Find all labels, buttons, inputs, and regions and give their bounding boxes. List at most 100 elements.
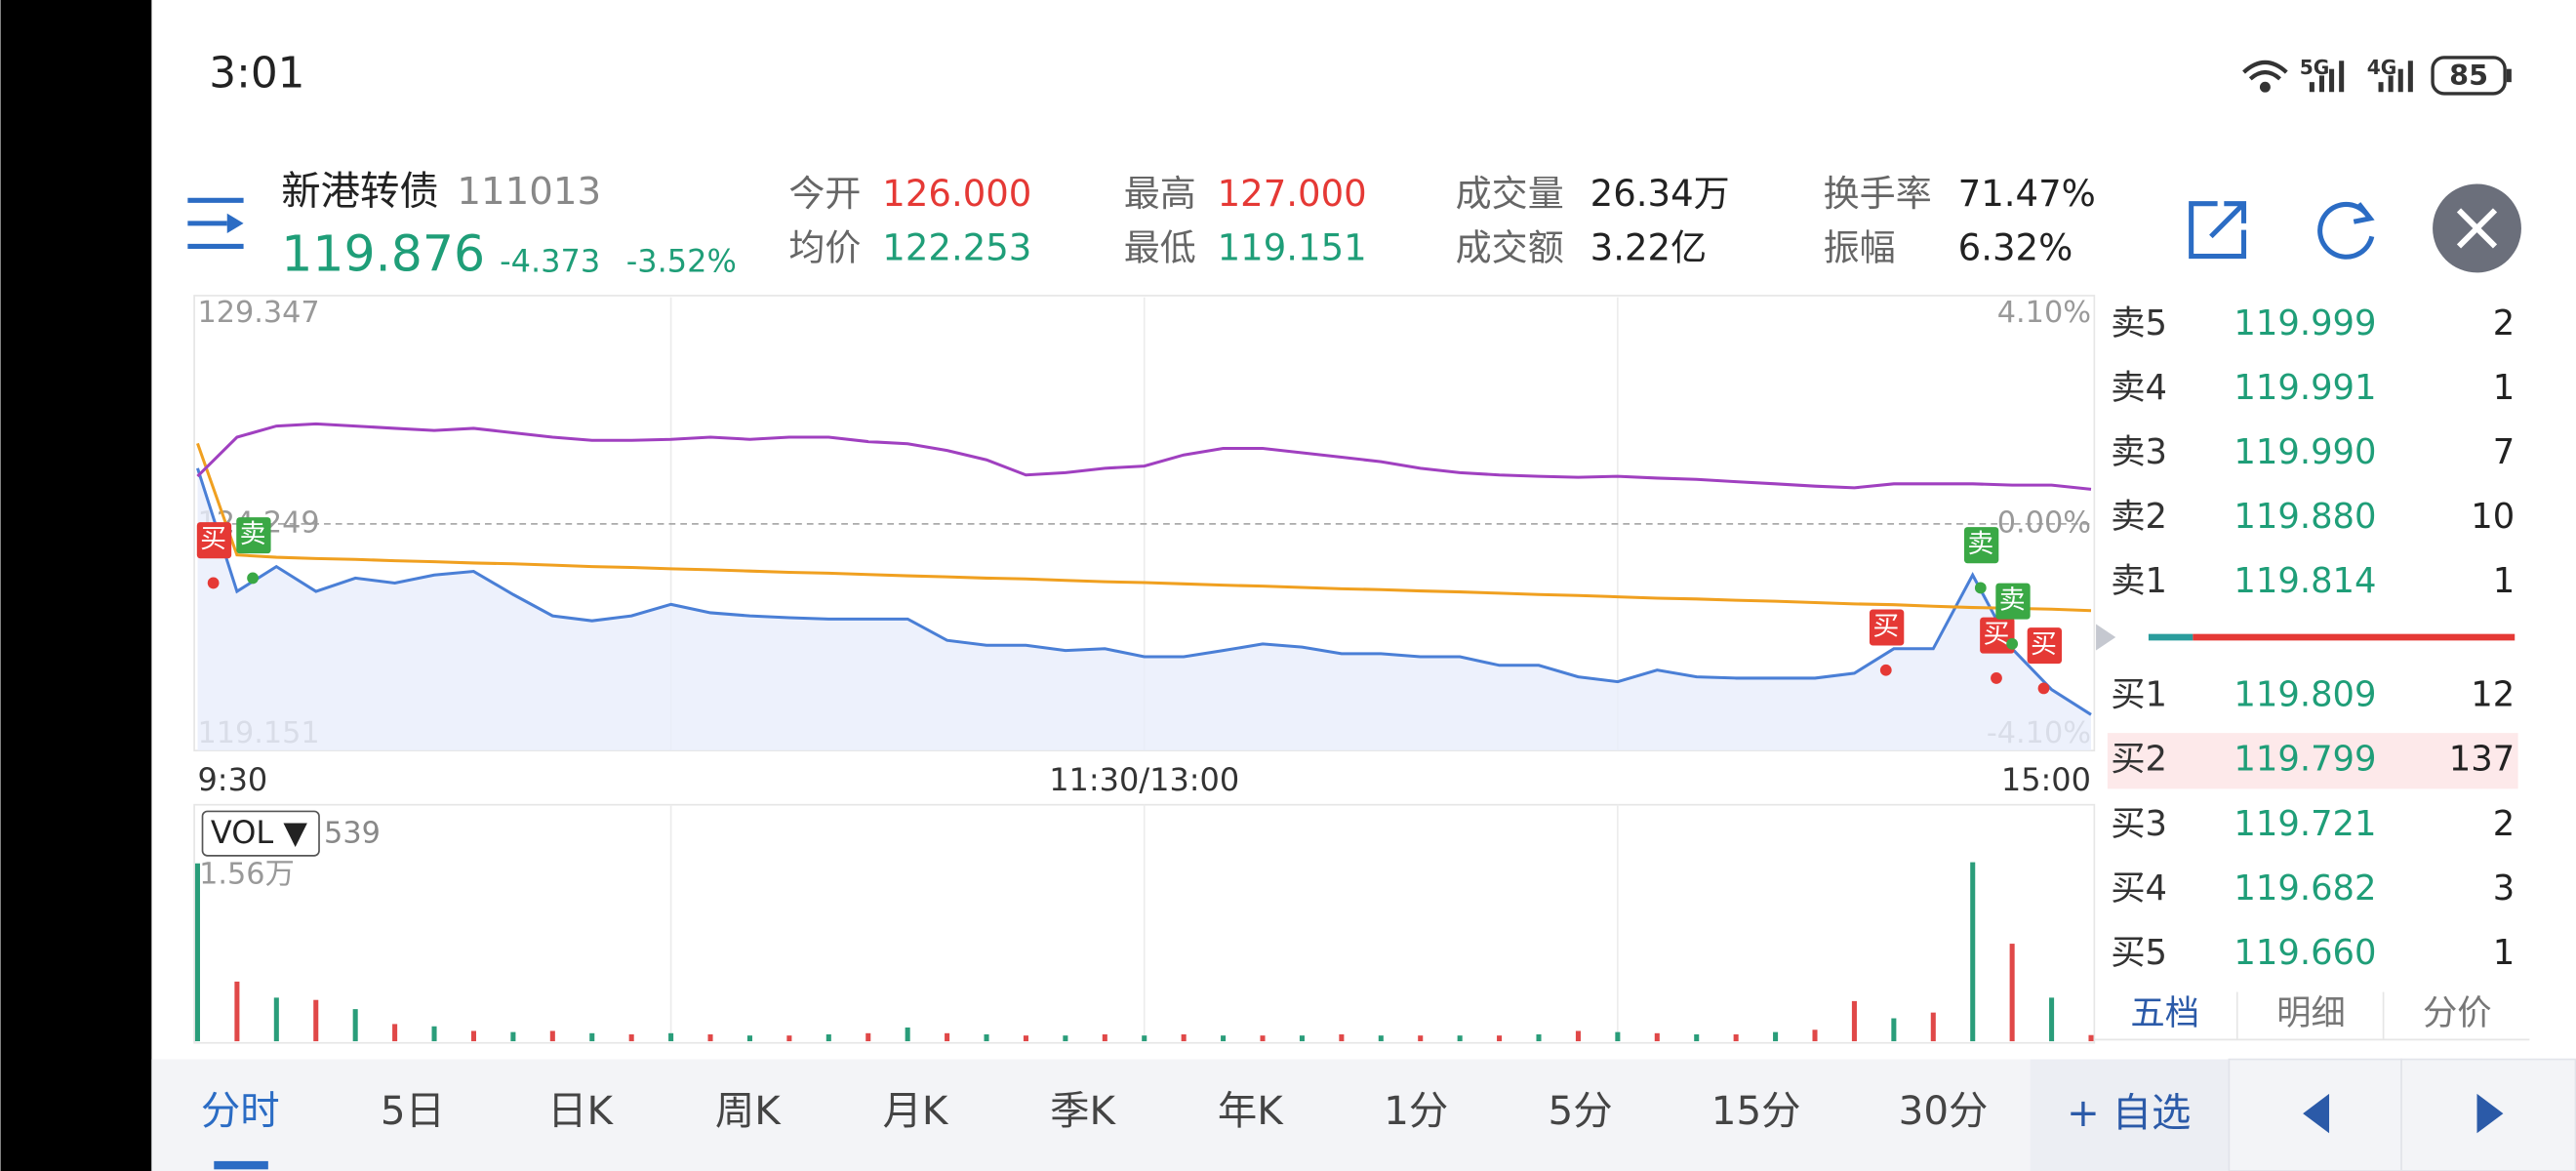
security-code: 111013 — [457, 170, 601, 214]
price-change-pct: -3.52% — [626, 242, 737, 279]
volume-bar — [1142, 1035, 1147, 1042]
stat-value: 3.22亿 — [1590, 226, 1707, 268]
period-tab[interactable]: 1分 — [1384, 1088, 1448, 1134]
volume-bar — [273, 997, 279, 1042]
stat-value: 26.34万 — [1590, 173, 1730, 215]
volume-bar — [1694, 1033, 1700, 1042]
menu-icon[interactable] — [187, 197, 244, 249]
volume-bar — [2088, 1034, 2094, 1042]
stat-value: 71.47% — [1958, 173, 2096, 215]
period-tab[interactable]: 30分 — [1899, 1088, 1989, 1134]
book-tab[interactable]: 分价 — [2423, 993, 2492, 1033]
stat-label: 换手率 — [1824, 173, 1932, 215]
trade-marker-label: 买 — [1872, 611, 1899, 641]
volume-bar — [431, 1026, 437, 1042]
volume-bar — [1575, 1030, 1581, 1042]
stat-label: 今开 — [788, 173, 861, 215]
status-time: 3:01 — [209, 48, 304, 98]
stat-label: 成交额 — [1456, 226, 1564, 268]
period-tab[interactable]: 5日 — [381, 1088, 445, 1134]
trade-point — [207, 577, 220, 589]
volume-bar — [1457, 1035, 1463, 1042]
volume-bar — [1418, 1035, 1424, 1042]
stat-value: 119.151 — [1218, 226, 1367, 268]
book-qty: 7 — [2493, 432, 2515, 472]
volume-bar — [905, 1027, 910, 1042]
trade-marker — [1869, 609, 1905, 646]
wifi-icon — [2242, 60, 2288, 93]
share-icon[interactable] — [2189, 201, 2247, 260]
trade-marker-label: 买 — [200, 524, 226, 554]
volume-selector[interactable] — [201, 810, 320, 857]
volume-bar — [1970, 862, 1976, 1042]
x-tick-label: 11:30/13:00 — [1049, 761, 1239, 798]
trade-marker — [196, 522, 232, 559]
trade-marker-label: 卖 — [1999, 586, 2026, 616]
ratio-ask — [2193, 633, 2516, 641]
volume-bar — [1536, 1033, 1542, 1042]
trade-marker — [2027, 627, 2063, 665]
book-price: 119.682 — [2234, 868, 2376, 909]
period-tab[interactable]: 周K — [715, 1088, 782, 1134]
volume-bar — [194, 863, 200, 1042]
stat-label: 最高 — [1124, 173, 1196, 215]
period-tab[interactable]: 月K — [883, 1088, 949, 1134]
period-tab[interactable]: 季K — [1050, 1088, 1116, 1134]
next-icon — [2476, 1093, 2504, 1134]
add-watchlist-button[interactable] — [2030, 1059, 2230, 1171]
period-tab[interactable]: 5分 — [1549, 1088, 1613, 1134]
book-price: 119.660 — [2234, 933, 2376, 973]
volume-bar — [746, 1035, 752, 1042]
battery-tip — [2506, 68, 2512, 83]
y2-tick-label: 4.10% — [1997, 296, 2091, 330]
x-tick-label: 9:30 — [197, 761, 267, 798]
y2-tick-label: 0.00% — [1997, 505, 2091, 540]
volume-bar — [1615, 1031, 1621, 1042]
book-tab[interactable]: 五档 — [2130, 993, 2199, 1033]
period-tab[interactable]: 分时 — [201, 1088, 280, 1134]
trade-point — [1974, 582, 1987, 594]
volume-bar — [549, 1030, 555, 1042]
stat-value: 126.000 — [882, 173, 1031, 215]
volume-bar — [984, 1033, 989, 1042]
x-tick-label: 15:00 — [2001, 761, 2091, 798]
book-price: 119.999 — [2234, 303, 2376, 343]
period-tab[interactable]: 日K — [547, 1088, 614, 1134]
volume-bar — [1221, 1035, 1227, 1042]
volume-bar — [1733, 1033, 1739, 1042]
book-qty: 12 — [2471, 675, 2515, 715]
book-price: 119.880 — [2234, 497, 2376, 537]
series-line — [196, 467, 2092, 716]
book-level: 买1 — [2111, 675, 2167, 715]
volume-bar — [392, 1024, 398, 1042]
network-label: 4G — [2367, 56, 2397, 79]
order-book: 卖5 119.999 2 卖4 119.991 1 卖3 119.990 7 卖2 119.880 1… — [2096, 303, 2518, 1040]
price-area — [197, 467, 2092, 751]
book-price: 119.814 — [2234, 561, 2376, 601]
y-tick-label: 129.347 — [197, 296, 319, 330]
refresh-icon[interactable] — [2317, 201, 2375, 260]
period-tab[interactable]: 年K — [1218, 1088, 1284, 1134]
trade-point — [1879, 664, 1892, 676]
battery-icon — [2431, 56, 2507, 96]
ratio-arrow — [2096, 624, 2116, 651]
book-tab[interactable]: 明细 — [2276, 993, 2346, 1033]
book-level: 买2 — [2111, 740, 2167, 780]
period-tab[interactable]: 15分 — [1711, 1088, 1801, 1134]
highlight-row — [2107, 733, 2518, 789]
book-level: 卖3 — [2111, 432, 2167, 472]
book-price: 119.990 — [2234, 432, 2376, 472]
left-edge — [0, 0, 152, 1171]
trade-point — [247, 572, 259, 585]
book-level: 买4 — [2111, 868, 2167, 909]
stat-label: 最低 — [1124, 226, 1196, 268]
trade-marker-label: 买 — [2031, 629, 2057, 660]
volume-bar — [1102, 1033, 1107, 1042]
volume-bar — [1378, 1035, 1384, 1042]
book-price: 119.799 — [2234, 740, 2376, 780]
volume-tick-label: 1.56万 — [199, 858, 295, 892]
volume-bar — [589, 1032, 595, 1042]
book-level: 卖2 — [2111, 497, 2167, 537]
trade-marker — [1963, 527, 1999, 564]
